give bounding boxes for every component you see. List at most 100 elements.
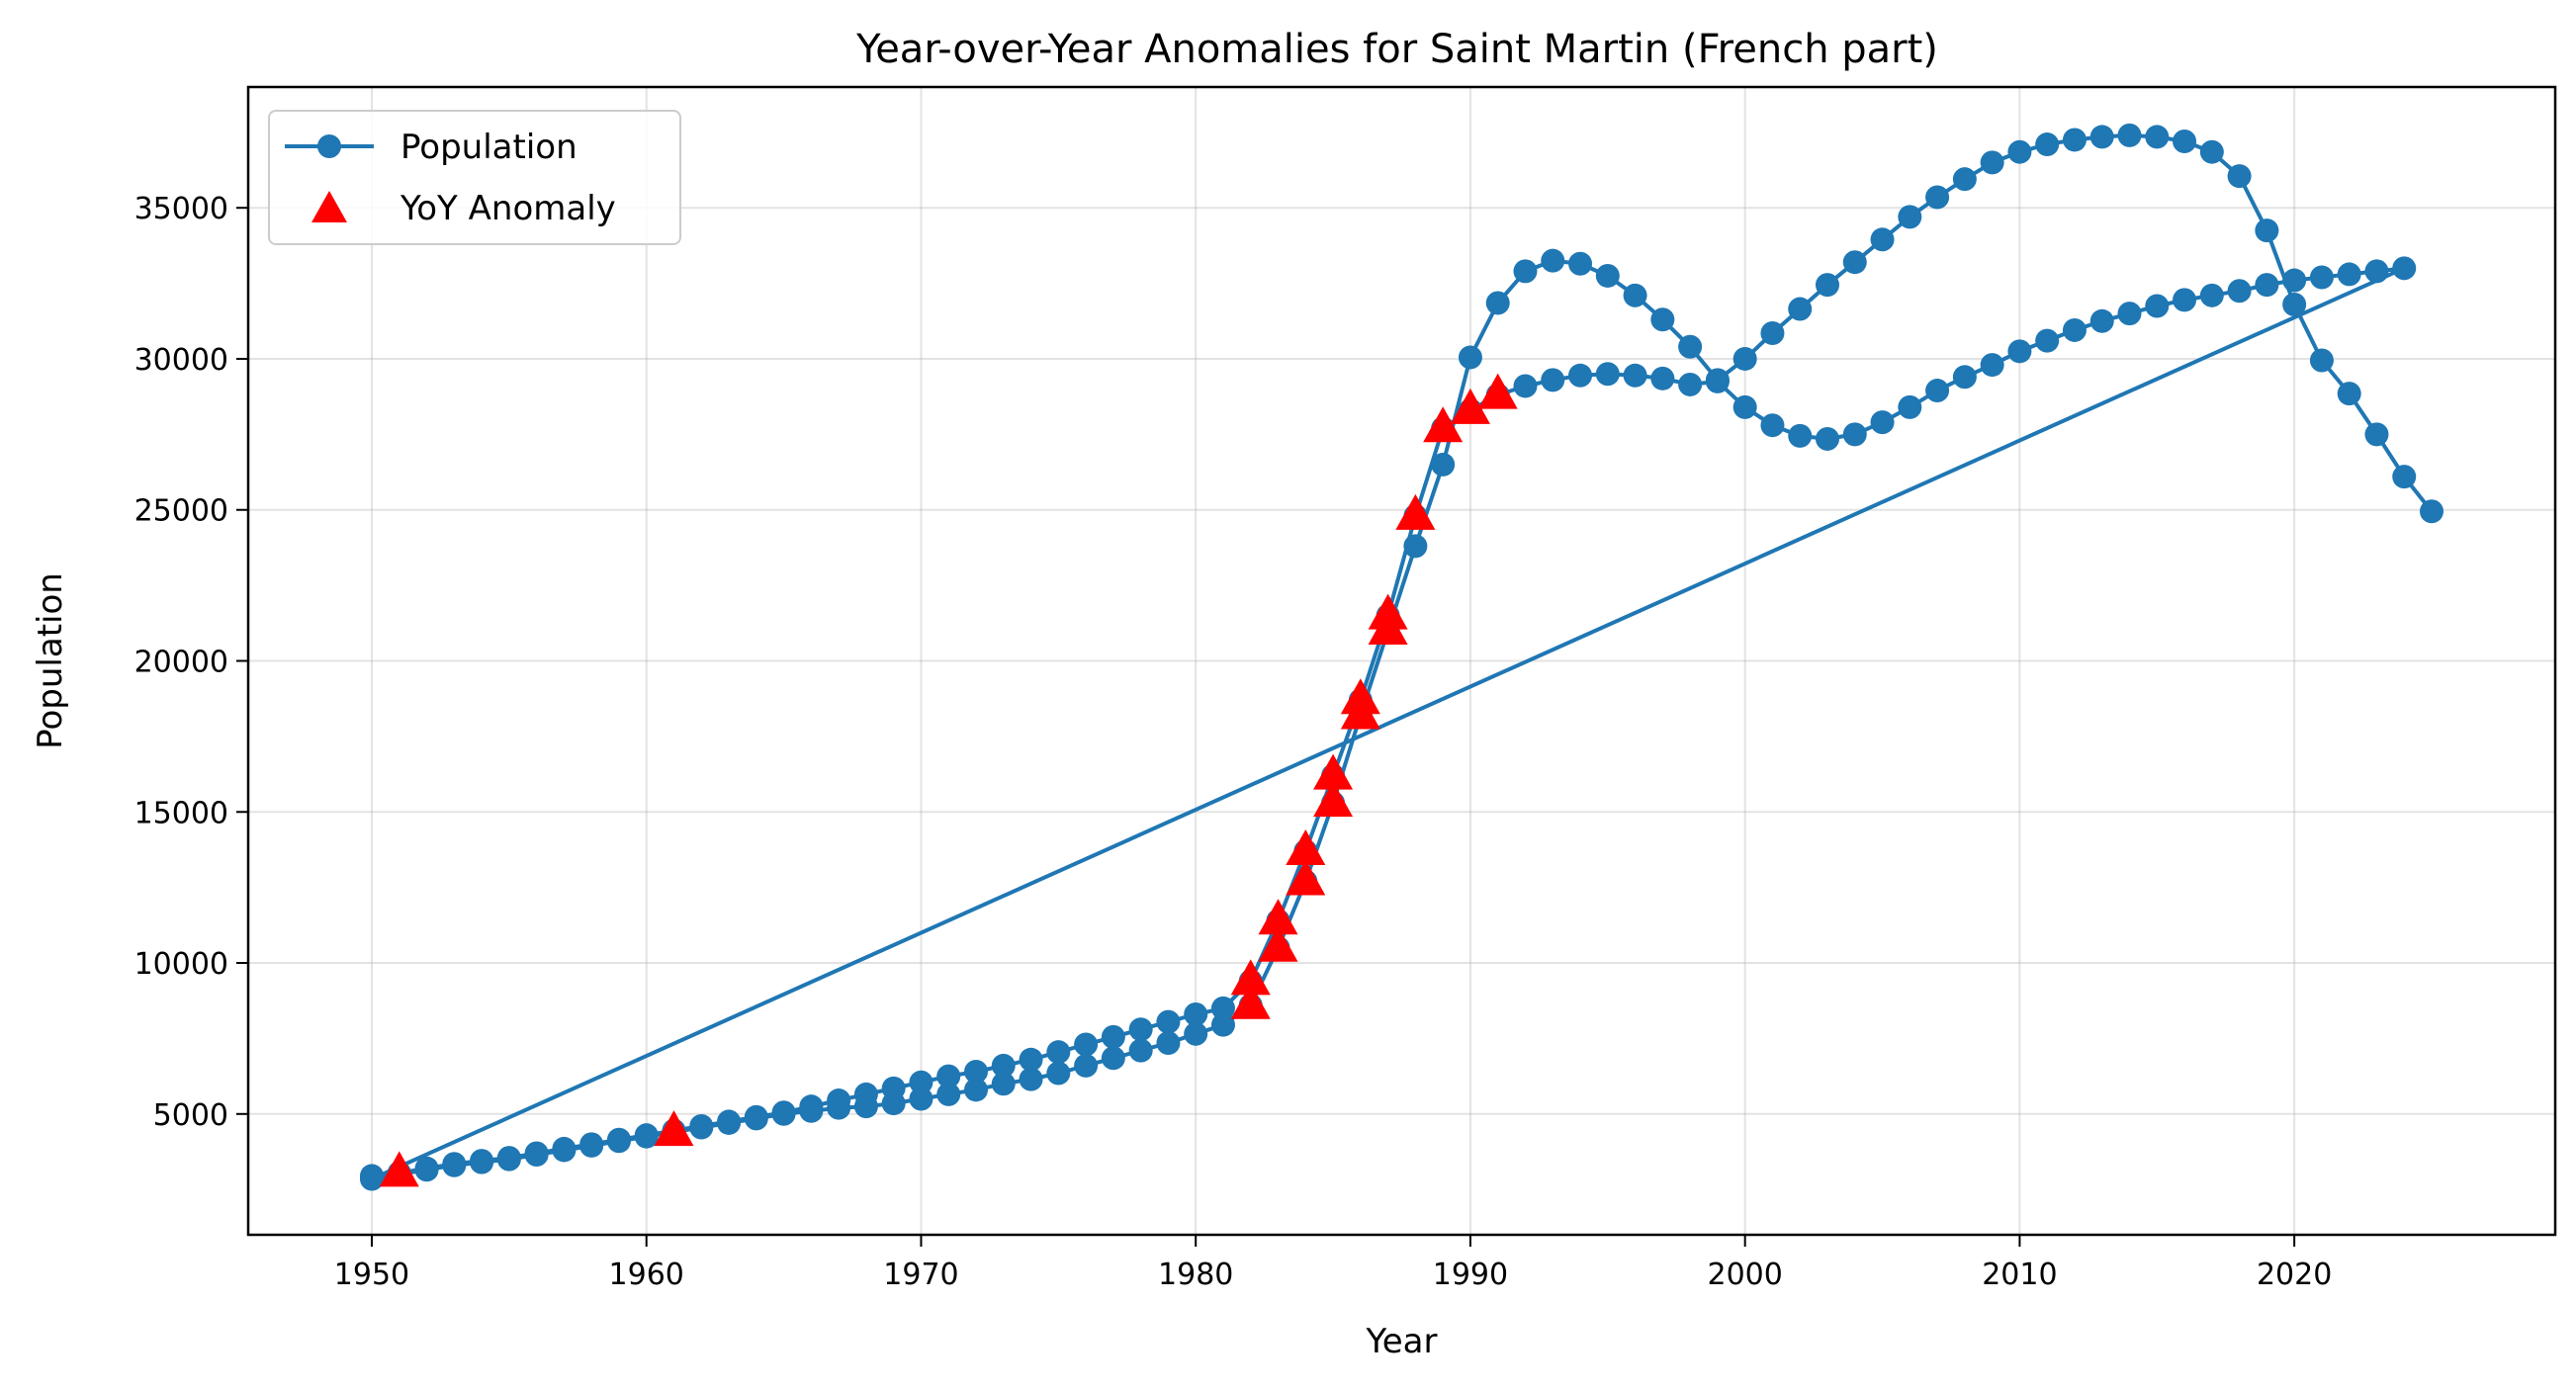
anomaly-point xyxy=(1313,781,1354,818)
population-point xyxy=(496,1147,521,1172)
anomaly-point xyxy=(1230,959,1271,996)
population-point xyxy=(2089,308,2114,333)
population-point xyxy=(1952,167,1977,192)
population-point xyxy=(1210,1012,1235,1037)
population-point xyxy=(470,1150,494,1174)
population-point xyxy=(2199,283,2224,307)
population-point xyxy=(1732,394,1757,419)
population-point xyxy=(2309,265,2334,290)
population-point xyxy=(799,1098,824,1123)
population-point xyxy=(991,1072,1016,1096)
population-point xyxy=(579,1133,604,1158)
anomaly-point xyxy=(1230,983,1271,1019)
population-point xyxy=(1513,374,1538,398)
population-point xyxy=(1760,413,1785,438)
population-point xyxy=(1046,1061,1071,1086)
anomaly-point xyxy=(1340,678,1380,715)
population-point xyxy=(827,1095,851,1120)
population-point xyxy=(1870,410,1895,435)
population-point xyxy=(1074,1053,1099,1078)
anomaly-point xyxy=(379,1151,419,1187)
population-point xyxy=(1403,534,1428,559)
population-point xyxy=(717,1110,742,1135)
population-point xyxy=(552,1138,577,1163)
population-point xyxy=(936,1064,961,1088)
population-point xyxy=(1842,250,1867,275)
population-point xyxy=(1074,1032,1099,1057)
population-point xyxy=(2227,279,2252,304)
anomaly-point xyxy=(1423,406,1464,443)
population-point xyxy=(2255,218,2279,243)
population-point xyxy=(524,1143,549,1168)
population-point xyxy=(771,1101,796,1126)
population-point xyxy=(1842,422,1867,447)
population-point xyxy=(1431,452,1456,477)
population-point xyxy=(2007,139,2032,164)
population-point xyxy=(1184,1001,1208,1026)
population-point xyxy=(1980,150,2004,175)
population-point xyxy=(1815,426,1839,451)
anomaly-point xyxy=(1258,899,1298,935)
population-point xyxy=(2199,139,2224,164)
population-point xyxy=(2364,422,2389,447)
population-point xyxy=(1541,248,1565,273)
population-point xyxy=(1019,1067,1043,1091)
population-point xyxy=(1980,353,2004,378)
population-point xyxy=(1623,363,1647,388)
plot-area xyxy=(359,123,2444,1191)
population-point xyxy=(1952,365,1977,390)
population-point xyxy=(991,1053,1016,1078)
population-point xyxy=(1732,346,1757,371)
population-point xyxy=(909,1087,933,1111)
population-point xyxy=(1046,1040,1071,1065)
population-point xyxy=(881,1091,906,1116)
population-point xyxy=(2089,125,2114,149)
population-point xyxy=(1788,423,1813,448)
population-point xyxy=(1128,1017,1153,1042)
population-point xyxy=(1925,185,1950,210)
legend-population-marker xyxy=(317,134,341,158)
x-tick-label: 1970 xyxy=(883,1258,958,1292)
population-point xyxy=(964,1078,989,1102)
population-point xyxy=(2337,262,2361,287)
population-point xyxy=(909,1070,933,1094)
population-point xyxy=(1788,297,1813,321)
population-point xyxy=(414,1158,439,1182)
legend-frame xyxy=(268,110,681,245)
population-point xyxy=(2145,294,2170,318)
population-point xyxy=(2035,132,2060,157)
population-point xyxy=(2309,348,2334,373)
population-point xyxy=(1101,1024,1125,1049)
population-point xyxy=(2282,268,2307,293)
population-point xyxy=(2255,273,2279,298)
population-point xyxy=(2145,125,2170,149)
legend-anomaly-marker xyxy=(311,191,347,222)
anomaly-point xyxy=(1395,493,1436,530)
population-point xyxy=(2392,465,2417,489)
population-point xyxy=(1815,273,1839,298)
anomaly-point xyxy=(654,1110,694,1147)
population-point xyxy=(2062,128,2087,152)
population-point xyxy=(1485,291,1510,315)
population-point xyxy=(2007,339,2032,364)
y-tick-label: 15000 xyxy=(134,796,228,830)
population-point xyxy=(2117,123,2142,147)
population-point xyxy=(442,1153,467,1177)
y-tick-label: 5000 xyxy=(153,1098,228,1133)
legend-anomaly-label: YoY Anomaly xyxy=(400,189,616,228)
y-axis-label: Population xyxy=(31,572,70,749)
population-point xyxy=(359,1167,384,1191)
population-point xyxy=(2337,382,2361,406)
population-point xyxy=(1184,1021,1208,1046)
x-tick-label: 1990 xyxy=(1433,1258,1508,1292)
population-point xyxy=(2117,302,2142,326)
population-point xyxy=(853,1094,878,1119)
population-point xyxy=(2173,129,2197,153)
population-point xyxy=(1678,334,1703,359)
population-point xyxy=(1760,321,1785,346)
anomaly-point xyxy=(1286,828,1326,865)
population-point xyxy=(936,1082,961,1106)
population-point xyxy=(1595,362,1620,387)
population-point xyxy=(1870,227,1895,252)
